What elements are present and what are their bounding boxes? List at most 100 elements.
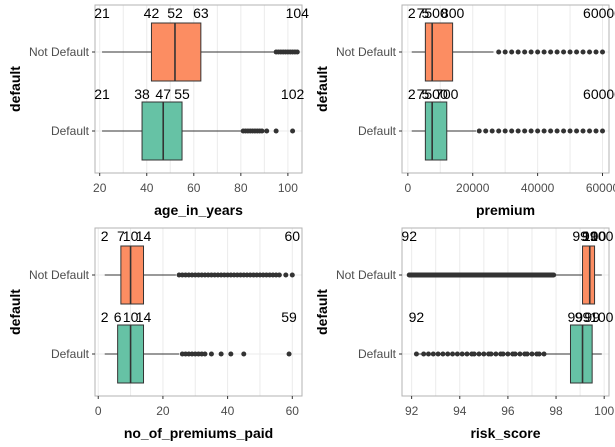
y-tick-label: Not Default <box>29 45 90 59</box>
box-not-default <box>582 245 596 305</box>
panel-border <box>94 4 303 174</box>
outlier-point <box>218 351 224 357</box>
stat-label: 21 <box>94 5 110 21</box>
stat-label: 100 <box>590 228 614 244</box>
panel-no-of-premiums-paid: Not Default Default 0 20 40 60 no_of_premiums_… <box>7 227 303 441</box>
outlier-point <box>471 351 477 357</box>
outlier-point <box>580 128 586 134</box>
stat-label: 5 <box>421 5 429 21</box>
x-tick-label: 0 <box>95 404 102 418</box>
outlier-point <box>541 128 547 134</box>
x-axis-title: age_in_years <box>154 202 243 218</box>
outlier-point <box>228 351 234 357</box>
y-tick-label: Not Default <box>336 268 397 282</box>
outlier-point <box>554 49 560 55</box>
outlier-point <box>259 128 265 134</box>
outlier-point <box>464 351 470 357</box>
outlier-point <box>276 272 282 278</box>
stat-label: 2 <box>101 228 109 244</box>
outlier-point <box>450 351 456 357</box>
outlier-point <box>413 351 419 357</box>
outlier-point <box>554 128 560 134</box>
stat-label: 5 <box>421 86 429 102</box>
panel-border <box>401 4 610 174</box>
x-tick-label: 40 <box>221 404 235 418</box>
outlier-point <box>289 272 295 278</box>
x-tick-label: 80 <box>234 181 248 195</box>
stat-label: 100 <box>583 228 607 244</box>
outlier-point <box>500 351 506 357</box>
stat-label: 7500 <box>417 5 448 21</box>
outlier-point <box>505 351 511 357</box>
stat-label: 14 <box>136 228 152 244</box>
outlier-point <box>593 128 599 134</box>
x-tick-label: 100 <box>594 404 614 418</box>
outlier-point <box>541 49 547 55</box>
x-tick-label: 20000 <box>456 181 490 195</box>
x-tick-label: 40000 <box>521 181 555 195</box>
outlier-point <box>574 128 580 134</box>
outlier-point <box>435 351 441 357</box>
x-tick-label: 60000 <box>586 181 615 195</box>
y-tick-label: Default <box>358 124 397 138</box>
outlier-point <box>430 351 436 357</box>
stat-label: 92 <box>409 309 425 325</box>
stat-label: 21 <box>94 86 110 102</box>
outlier-point <box>512 351 518 357</box>
outlier-point <box>425 351 431 357</box>
stat-label: 99 <box>582 228 598 244</box>
outlier-point <box>517 351 523 357</box>
stat-label: 92 <box>401 228 417 244</box>
stat-label: 2 <box>408 86 416 102</box>
box-default <box>141 101 183 161</box>
y-tick-label: Default <box>51 124 90 138</box>
x-tick-label: 96 <box>501 404 515 418</box>
x-axis-title: risk_score <box>470 425 540 441</box>
x-tick-label: 92 <box>405 404 419 418</box>
y-tick-label: Default <box>358 347 397 361</box>
outlier-point <box>593 49 599 55</box>
box-not-default <box>120 245 145 305</box>
stat-label: 104 <box>286 5 310 21</box>
panel-age-in-years: Not Default Default 20 40 60 80 100 age_in_year… <box>7 4 310 218</box>
outlier-point <box>496 49 502 55</box>
y-tick-label: Not Default <box>29 268 90 282</box>
stat-label: 2 <box>101 309 109 325</box>
outlier-point <box>476 128 482 134</box>
outlier-point <box>440 351 446 357</box>
outlier-point <box>522 49 528 55</box>
stat-label: 60000 <box>583 86 615 102</box>
x-tick-label: 100 <box>278 181 298 195</box>
stat-label: 6 <box>114 309 122 325</box>
stat-label: 99 <box>575 309 591 325</box>
stat-label: 7 <box>117 228 125 244</box>
outlier-point <box>561 49 567 55</box>
x-tick-label: 0 <box>404 181 411 195</box>
stat-label: 14 <box>136 309 152 325</box>
outlier-point <box>481 351 487 357</box>
outlier-point <box>445 351 451 357</box>
stat-label: 99 <box>568 309 584 325</box>
stat-label: 42 <box>144 5 160 21</box>
outlier-point <box>600 49 606 55</box>
stat-label: 60000 <box>583 5 615 21</box>
stat-label: 38 <box>134 86 150 102</box>
outlier-point <box>483 128 489 134</box>
stat-label: 99 <box>584 309 600 325</box>
outlier-point <box>241 351 247 357</box>
x-tick-label: 60 <box>286 404 300 418</box>
box-not-default <box>424 22 454 82</box>
outlier-point <box>283 272 289 278</box>
x-axis-title: premium <box>476 202 535 218</box>
stat-label: 47 <box>155 86 171 102</box>
outlier-point <box>489 128 495 134</box>
stat-label: 7500 <box>417 86 448 102</box>
outlier-point <box>502 49 508 55</box>
outlier-point <box>454 351 460 357</box>
outlier-point <box>561 128 567 134</box>
outlier-point <box>524 351 530 357</box>
outlier-point <box>535 128 541 134</box>
stat-label: 63 <box>193 5 209 21</box>
y-axis-title: default <box>314 66 330 112</box>
